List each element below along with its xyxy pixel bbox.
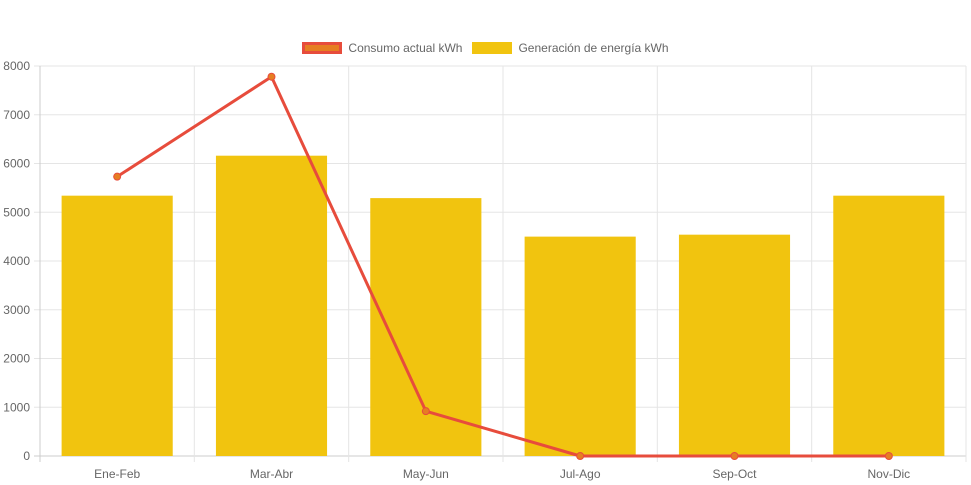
legend-item-generacion[interactable]: Generación de energía kWh bbox=[472, 41, 669, 55]
line-point bbox=[267, 72, 276, 81]
y-tick-label: 4000 bbox=[3, 254, 30, 268]
line-point bbox=[884, 452, 893, 460]
line-point bbox=[576, 452, 585, 460]
x-tick-label: Mar-Abr bbox=[250, 467, 293, 481]
x-tick-label: May-Jun bbox=[403, 467, 449, 481]
y-tick-label: 6000 bbox=[3, 157, 30, 171]
y-tick-label: 7000 bbox=[3, 108, 30, 122]
line-point bbox=[421, 407, 430, 416]
x-tick-label: Nov-Dic bbox=[867, 467, 910, 481]
line-point bbox=[730, 452, 739, 460]
line-point bbox=[113, 172, 122, 181]
bar bbox=[215, 155, 328, 456]
y-tick-label: 8000 bbox=[3, 59, 30, 73]
legend-label-generacion: Generación de energía kWh bbox=[518, 41, 669, 55]
bar bbox=[524, 236, 636, 456]
x-tick-label: Ene-Feb bbox=[94, 467, 140, 481]
bar bbox=[833, 195, 945, 457]
y-tick-label: 1000 bbox=[3, 400, 30, 414]
y-tick-label: 0 bbox=[23, 449, 30, 463]
bar bbox=[678, 234, 791, 456]
series-line-consumo bbox=[116, 75, 889, 458]
legend-swatch-generacion bbox=[472, 42, 513, 54]
legend-item-consumo[interactable]: Consumo actual kWh bbox=[302, 41, 462, 55]
x-tick-label: Sep-Oct bbox=[712, 467, 757, 481]
y-tick-label: 2000 bbox=[3, 352, 30, 366]
legend: Consumo actual kWh Generación de energía… bbox=[0, 41, 971, 55]
bar bbox=[61, 195, 173, 457]
y-tick-label: 5000 bbox=[3, 205, 30, 219]
legend-label-consumo: Consumo actual kWh bbox=[348, 41, 463, 55]
y-tick-label: 3000 bbox=[3, 303, 30, 317]
legend-swatch-consumo bbox=[302, 42, 343, 54]
x-tick-label: Jul-Ago bbox=[560, 467, 601, 481]
